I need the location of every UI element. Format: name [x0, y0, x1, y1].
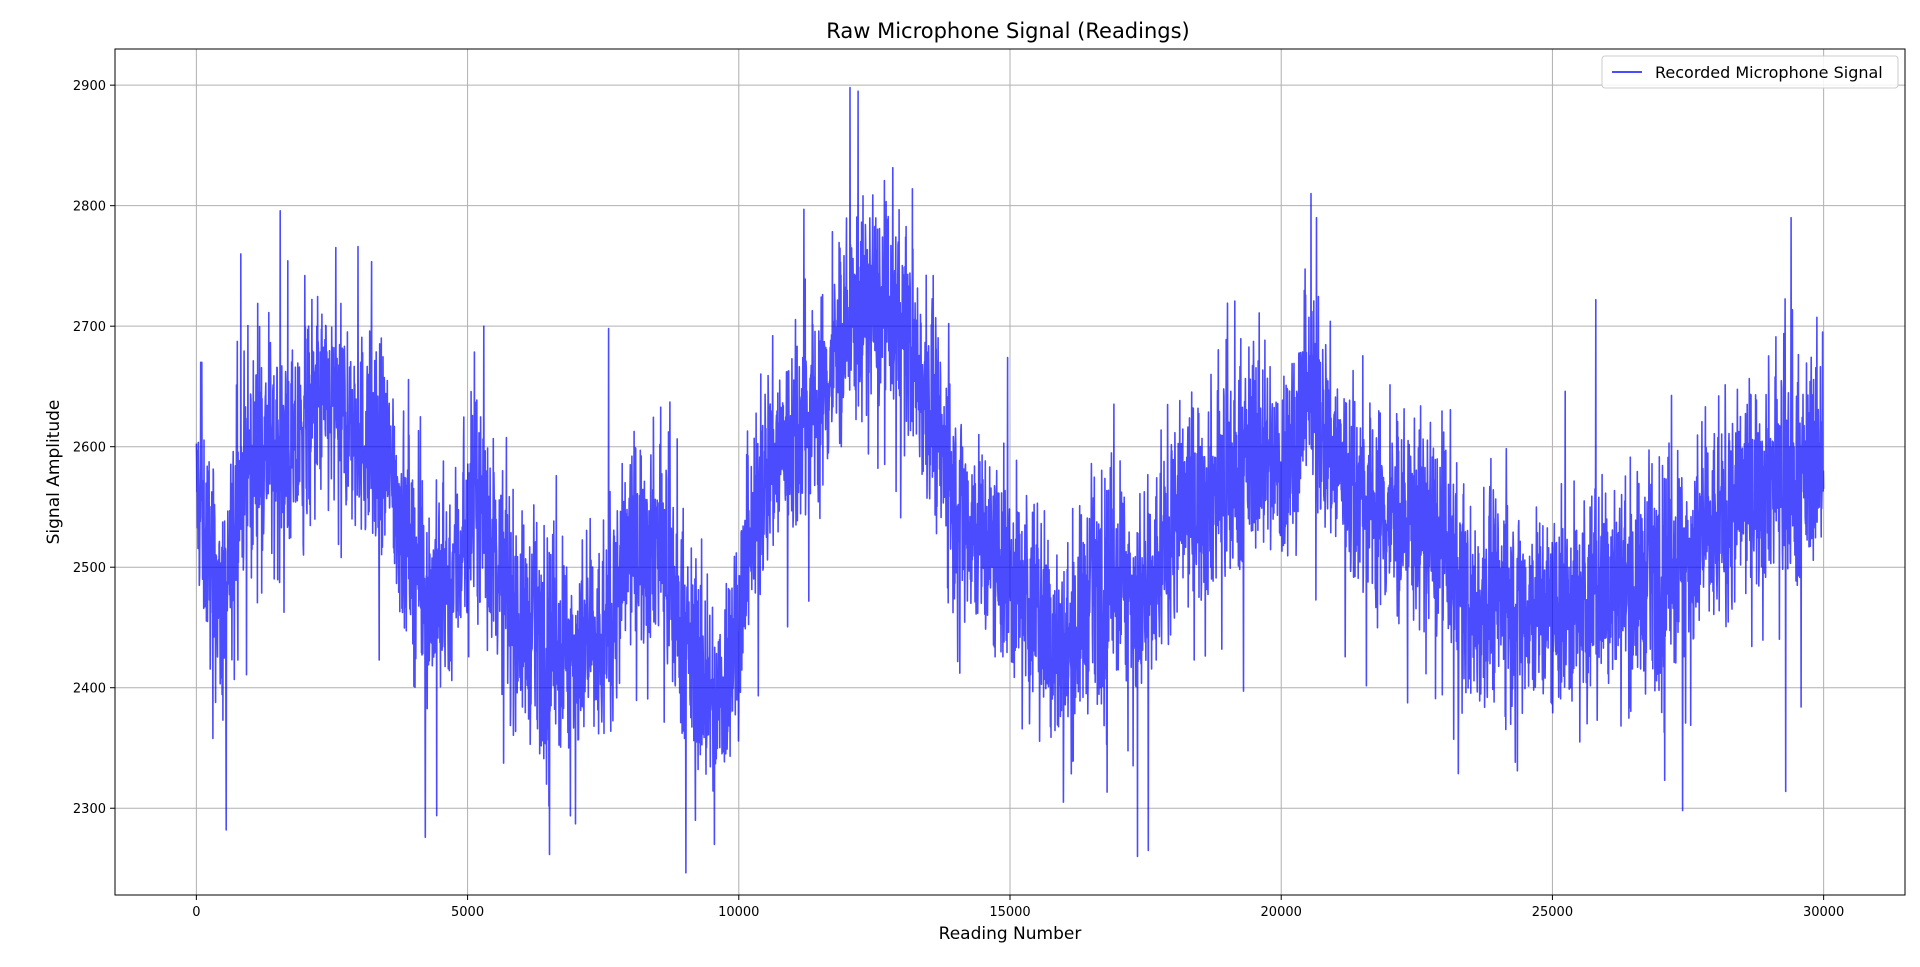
y-tick-label: 2900: [73, 79, 106, 94]
x-tick-label: 5000: [451, 905, 484, 920]
legend-box: [1601, 55, 1899, 89]
y-axis-label: Signal Amplitude: [44, 400, 64, 545]
x-tick-label: 30000: [1803, 905, 1844, 920]
x-tick-label: 20000: [1261, 905, 1302, 920]
chart-title: Raw Microphone Signal (Readings): [826, 19, 1190, 43]
x-tick-label: 0: [192, 905, 200, 920]
y-tick-label: 2700: [73, 320, 106, 335]
y-axis: 2300 2400 2500 2600 2700 2800 2900: [73, 79, 115, 817]
y-tick-label: 2500: [73, 561, 106, 576]
y-tick-label: 2800: [73, 200, 106, 215]
x-axis: 0 5000 10000 15000 20000 25000 30000: [192, 895, 1844, 920]
x-tick-label: 25000: [1532, 905, 1573, 920]
x-tick-label: 15000: [989, 905, 1030, 920]
y-tick-label: 2400: [73, 682, 106, 697]
y-tick-label: 2600: [73, 441, 106, 456]
x-axis-label: Reading Number: [939, 924, 1082, 944]
x-tick-label: 10000: [718, 905, 759, 920]
series-line-recorded-microphone-signal: [195, 86, 1825, 874]
y-tick-label: 2300: [73, 802, 106, 817]
legend-entry-label: Recorded Microphone Signal: [1655, 63, 1883, 82]
legend: Recorded Microphone Signal: [1601, 55, 1899, 89]
